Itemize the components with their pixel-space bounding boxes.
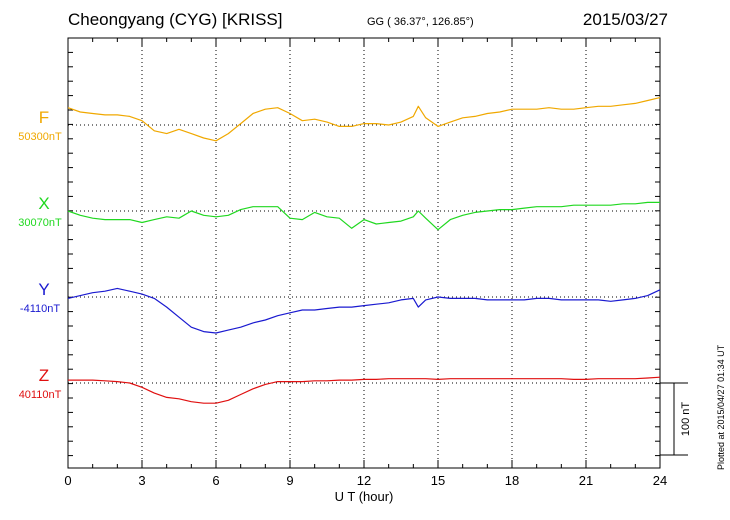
series-baseline-z: 40110nT bbox=[19, 389, 62, 401]
series-line-y bbox=[67, 287, 661, 334]
x-tick-label: 18 bbox=[505, 473, 519, 488]
series-name-f: F bbox=[39, 108, 49, 127]
x-tick-label: 12 bbox=[357, 473, 371, 488]
x-tick-label: 24 bbox=[653, 473, 667, 488]
x-axis-label: U T (hour) bbox=[335, 489, 394, 504]
x-tick-label: 21 bbox=[579, 473, 593, 488]
x-tick-label: 0 bbox=[64, 473, 71, 488]
series-line-z bbox=[68, 376, 661, 404]
scale-bar-label: 100 nT bbox=[680, 402, 692, 437]
x-tick-label: 15 bbox=[431, 473, 445, 488]
series-name-z: Z bbox=[39, 366, 49, 385]
series-name-y: Y bbox=[38, 280, 49, 299]
series-baseline-x: 30070nT bbox=[18, 217, 62, 229]
series-baseline-f: 50300nT bbox=[18, 131, 62, 143]
series-line-x bbox=[67, 201, 660, 231]
series-line-f bbox=[67, 97, 661, 142]
chart-date: 2015/03/27 bbox=[582, 10, 668, 29]
x-tick-label: 6 bbox=[212, 473, 219, 488]
chart-title: Cheongyang (CYG) [KRISS] bbox=[68, 10, 283, 29]
x-tick-label: 3 bbox=[138, 473, 145, 488]
x-tick-label: 9 bbox=[286, 473, 293, 488]
series-name-x: X bbox=[38, 194, 49, 213]
station-coordinates: GG ( 36.37°, 126.85°) bbox=[367, 16, 474, 28]
series-baseline-y: -4110nT bbox=[20, 303, 60, 315]
